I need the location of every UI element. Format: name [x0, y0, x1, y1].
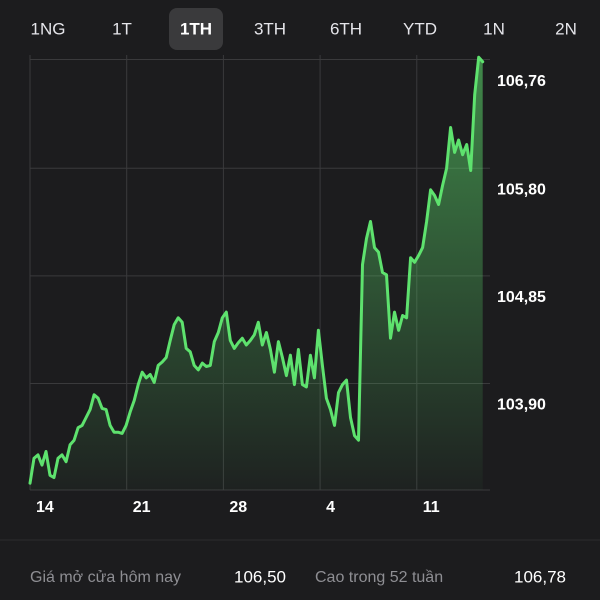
range-tab[interactable]: 3TH [254, 19, 286, 38]
range-tab[interactable]: 6TH [330, 19, 362, 38]
x-tick-label: 21 [133, 499, 151, 516]
x-tick-label: 11 [423, 499, 440, 516]
y-tick-label: 103,90 [497, 397, 546, 414]
area [30, 57, 483, 491]
y-tick-label: 105,80 [497, 182, 546, 199]
range-tab[interactable]: YTD [403, 19, 437, 38]
x-tick-label: 28 [229, 499, 247, 516]
y-tick-label: 104,85 [497, 289, 546, 306]
stat-label: Cao trong 52 tuần [315, 569, 443, 586]
price-line [28, 55, 485, 485]
stat-value: 106,78 [514, 567, 566, 586]
range-tab[interactable]: 1N [483, 19, 505, 38]
x-tick-label: 14 [36, 499, 54, 516]
x-tick-label: 4 [326, 499, 335, 516]
range-tab[interactable]: 2N [555, 19, 577, 38]
range-tab[interactable]: 1NG [31, 19, 66, 38]
stat-value: 106,50 [234, 567, 286, 586]
tab-highlight [169, 8, 223, 50]
y-tick-label: 106,76 [497, 73, 546, 90]
range-tab[interactable]: 1TH [180, 19, 212, 38]
stat-label: Giá mở cửa hôm nay [30, 569, 181, 586]
range-tab[interactable]: 1T [112, 19, 132, 38]
